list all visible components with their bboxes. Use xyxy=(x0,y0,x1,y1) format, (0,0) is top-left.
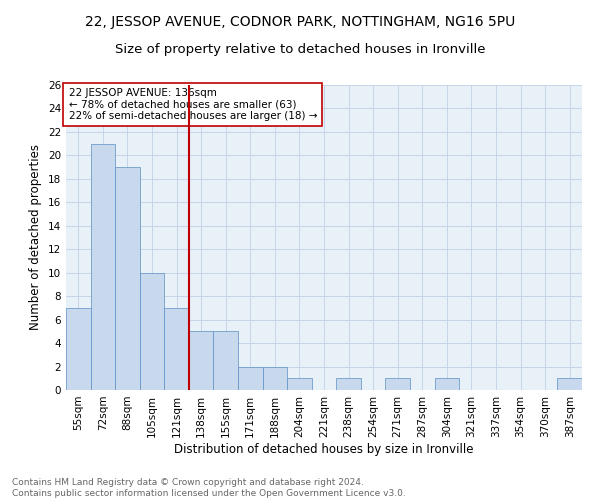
Bar xyxy=(263,366,287,390)
X-axis label: Distribution of detached houses by size in Ironville: Distribution of detached houses by size … xyxy=(174,442,474,456)
Bar xyxy=(336,378,361,390)
Bar xyxy=(164,308,189,390)
Bar xyxy=(385,378,410,390)
Text: Size of property relative to detached houses in Ironville: Size of property relative to detached ho… xyxy=(115,42,485,56)
Bar xyxy=(91,144,115,390)
Text: Contains HM Land Registry data © Crown copyright and database right 2024.
Contai: Contains HM Land Registry data © Crown c… xyxy=(12,478,406,498)
Bar xyxy=(189,332,214,390)
Bar xyxy=(66,308,91,390)
Bar xyxy=(115,167,140,390)
Bar xyxy=(238,366,263,390)
Text: 22, JESSOP AVENUE, CODNOR PARK, NOTTINGHAM, NG16 5PU: 22, JESSOP AVENUE, CODNOR PARK, NOTTINGH… xyxy=(85,15,515,29)
Text: 22 JESSOP AVENUE: 136sqm
← 78% of detached houses are smaller (63)
22% of semi-d: 22 JESSOP AVENUE: 136sqm ← 78% of detach… xyxy=(68,88,317,121)
Bar xyxy=(140,272,164,390)
Y-axis label: Number of detached properties: Number of detached properties xyxy=(29,144,43,330)
Bar xyxy=(214,332,238,390)
Bar xyxy=(557,378,582,390)
Bar xyxy=(434,378,459,390)
Bar xyxy=(287,378,312,390)
